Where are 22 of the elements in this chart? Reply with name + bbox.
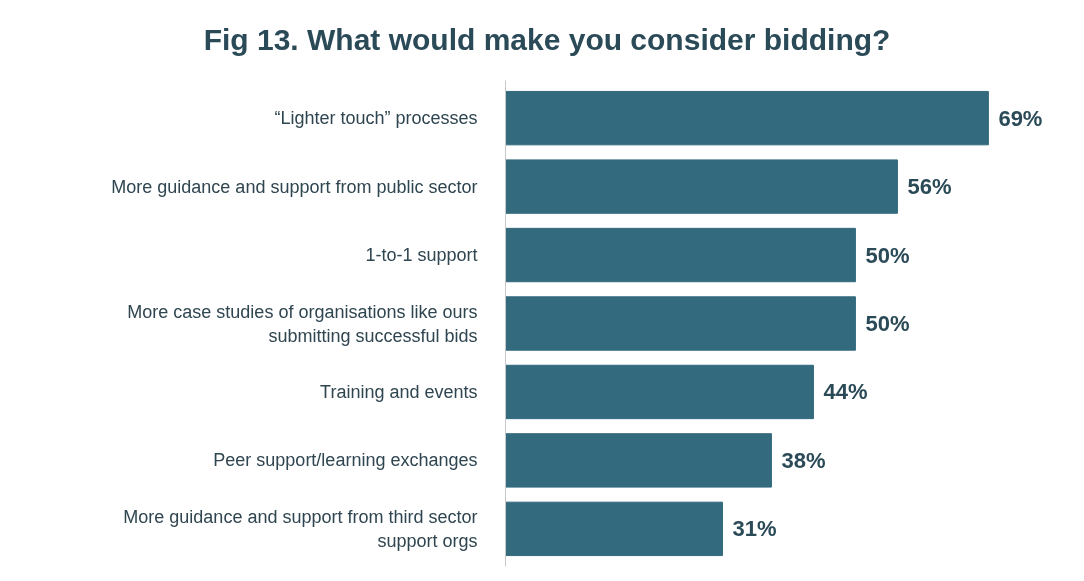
bar	[505, 501, 723, 557]
bar	[505, 296, 856, 351]
bar	[505, 90, 989, 146]
data-label: 31%	[732, 516, 777, 542]
y-tick-label: More guidance and support from public sector	[111, 176, 478, 197]
y-tick-label: More guidance and support from third sector support orgs	[123, 506, 478, 551]
y-tick-label: More case studies of organisations like ours submitting successful bids	[127, 301, 478, 346]
y-tick-label: Peer support/learning exchanges	[213, 450, 478, 471]
data-label: 44%	[823, 379, 868, 405]
data-label: 50%	[865, 242, 910, 268]
bar	[505, 159, 898, 214]
y-tick-label: 1-to-1 support	[365, 245, 478, 266]
bar	[505, 227, 856, 283]
data-label: 69%	[998, 105, 1043, 131]
chart-title: Fig 13. What would make you consider bidding?	[202, 22, 892, 58]
bar	[505, 364, 814, 420]
data-label: 56%	[907, 174, 952, 200]
y-tick-label: “Lighter touch” processes	[274, 108, 478, 129]
bar	[505, 433, 772, 488]
data-label: 50%	[865, 311, 910, 336]
y-tick-label: Training and events	[320, 381, 478, 402]
data-label: 38%	[781, 447, 826, 473]
